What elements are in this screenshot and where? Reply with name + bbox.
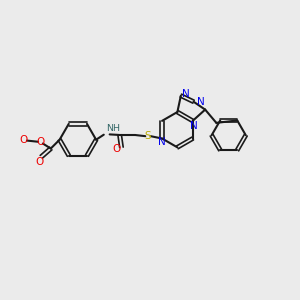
Text: N: N bbox=[190, 121, 198, 130]
Text: N: N bbox=[197, 97, 205, 107]
Text: NH: NH bbox=[106, 124, 120, 133]
Text: O: O bbox=[36, 137, 45, 147]
Text: S: S bbox=[145, 131, 151, 141]
Text: O: O bbox=[19, 135, 28, 145]
Text: O: O bbox=[112, 144, 120, 154]
Text: N: N bbox=[182, 89, 190, 99]
Text: O: O bbox=[36, 157, 44, 167]
Text: N: N bbox=[158, 137, 166, 147]
